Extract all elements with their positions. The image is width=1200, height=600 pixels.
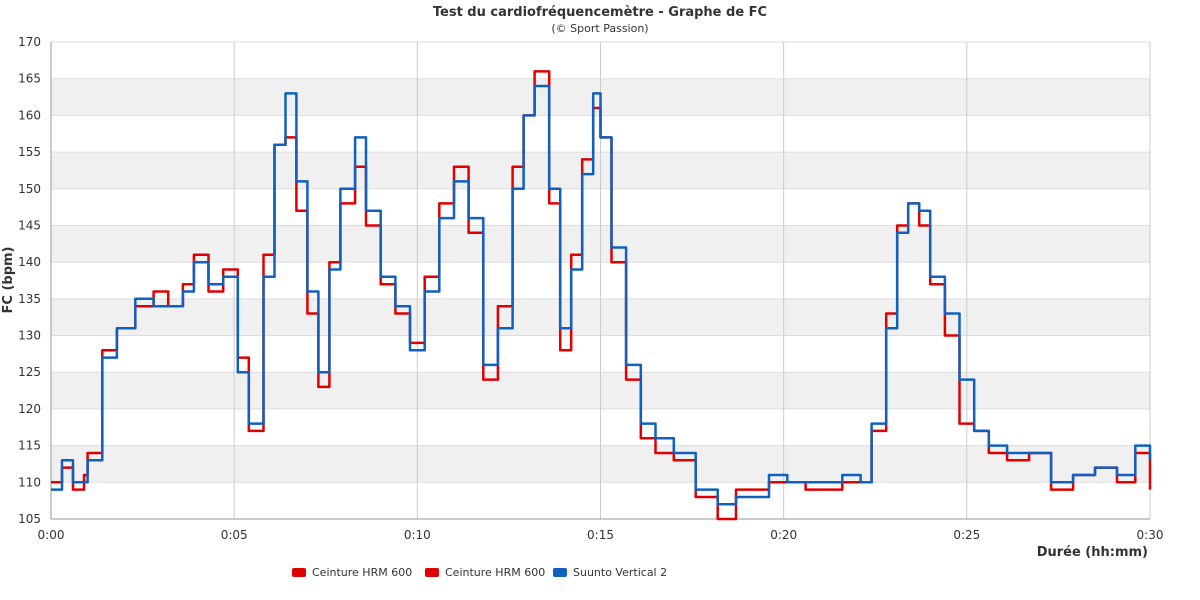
x-tick-label: 0:15 bbox=[587, 528, 614, 542]
legend-swatch bbox=[553, 568, 567, 577]
x-tick-label: 0:25 bbox=[953, 528, 980, 542]
plot-area: 105 110 115 120 125 130 135 140 145 150 155 160 165 1… bbox=[18, 35, 1163, 542]
y-tick-label: 155 bbox=[18, 145, 41, 159]
y-tick-label: 135 bbox=[18, 292, 41, 306]
x-tick-label: 0:05 bbox=[221, 528, 248, 542]
y-tick-label: 140 bbox=[18, 255, 41, 269]
chart-subtitle: (© Sport Passion) bbox=[551, 22, 648, 35]
chart-title: Test du cardiofréquencemètre - Graphe de… bbox=[433, 5, 767, 20]
x-tick-label: 0:20 bbox=[770, 528, 797, 542]
y-tick-label: 120 bbox=[18, 402, 41, 416]
legend-label: Ceinture HRM 600 bbox=[445, 566, 545, 579]
y-tick-label: 145 bbox=[18, 218, 41, 232]
legend-swatch bbox=[292, 568, 306, 577]
y-tick-label: 170 bbox=[18, 35, 41, 49]
y-tick-label: 150 bbox=[18, 182, 41, 196]
y-tick-label: 115 bbox=[18, 439, 41, 453]
y-tick-label: 130 bbox=[18, 329, 41, 343]
y-tick-label: 160 bbox=[18, 108, 41, 122]
y-tick-label: 125 bbox=[18, 365, 41, 379]
x-tick-label: 0:30 bbox=[1137, 528, 1164, 542]
legend-label: Suunto Vertical 2 bbox=[573, 566, 667, 579]
y-tick-label: 105 bbox=[18, 512, 41, 526]
x-axis-title: Durée (hh:mm) bbox=[1037, 545, 1148, 560]
legend: Ceinture HRM 600 Ceinture HRM 600 Suunto V… bbox=[292, 566, 667, 579]
y-axis-title: FC (bpm) bbox=[1, 247, 16, 314]
x-tick-label: 0:00 bbox=[38, 528, 65, 542]
x-tick-label: 0:10 bbox=[404, 528, 431, 542]
series-line-2 bbox=[51, 84, 1152, 506]
y-tick-label: 110 bbox=[18, 475, 41, 489]
y-tick-label: 165 bbox=[18, 72, 41, 86]
legend-swatch bbox=[425, 568, 439, 577]
legend-label: Ceinture HRM 600 bbox=[312, 566, 412, 579]
